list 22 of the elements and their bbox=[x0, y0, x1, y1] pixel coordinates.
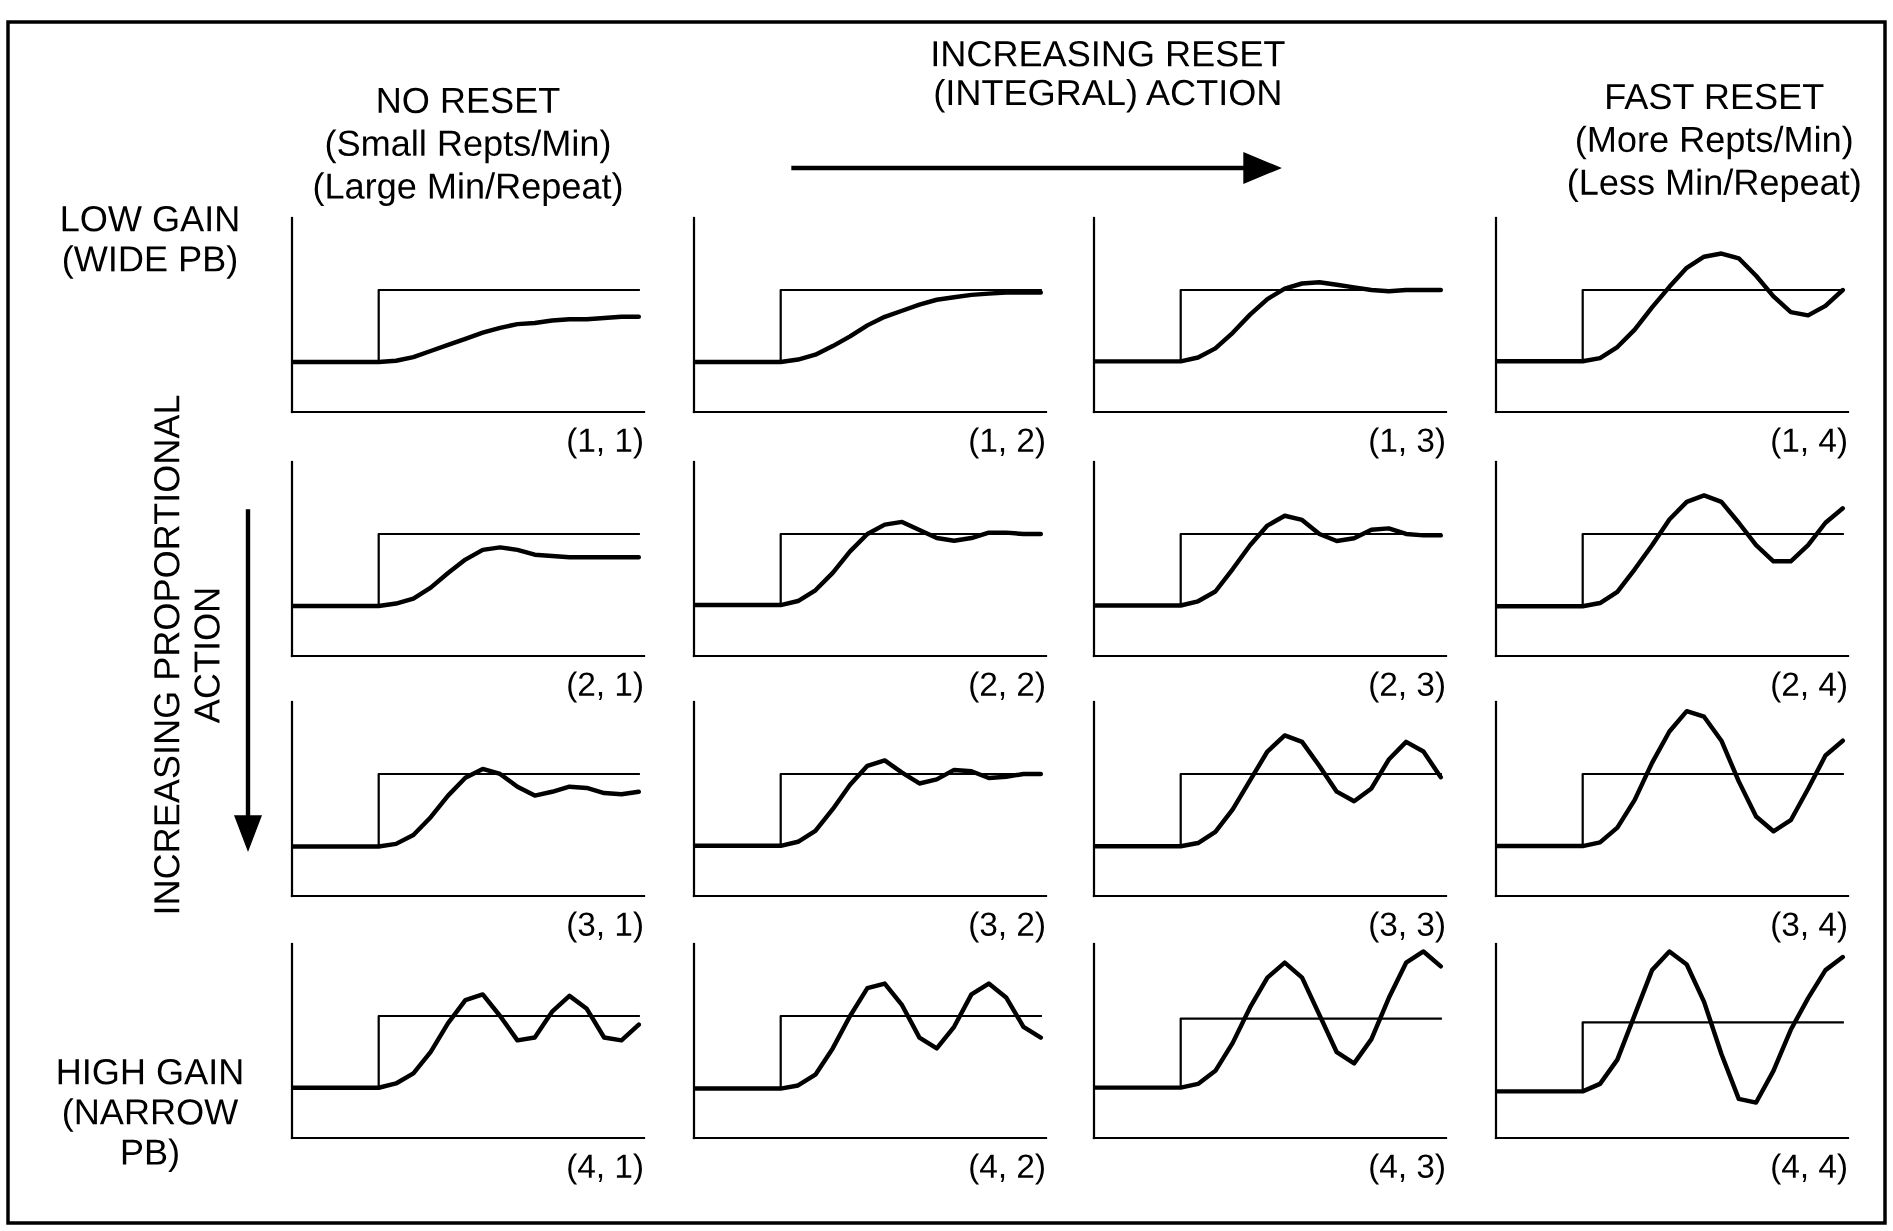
chart-title: INCREASING RESET (INTEGRAL) ACTION bbox=[933, 40, 1285, 113]
text: (2, 4) bbox=[1772, 671, 1846, 703]
text: (1, 3) bbox=[1370, 427, 1444, 459]
text: (3, 2) bbox=[970, 911, 1044, 943]
text: HIGH GAIN (NARROW PB) bbox=[58, 1058, 242, 1173]
text: (1, 1) bbox=[568, 427, 642, 459]
text: (2, 3) bbox=[1370, 671, 1444, 703]
chart-title: FAST RESET (More Repts/Min) (Less Min/Repeat) bbox=[1568, 83, 1860, 203]
text: (4, 2) bbox=[970, 1153, 1044, 1185]
text: (2, 2) bbox=[970, 671, 1044, 703]
y-axis-title: INCREASING PROPORTIONAL ACTION bbox=[154, 395, 220, 913]
text: LOW GAIN (WIDE PB) bbox=[62, 205, 238, 279]
text: (4, 4) bbox=[1772, 1153, 1846, 1185]
text: (3, 3) bbox=[1370, 911, 1444, 943]
text: (4, 1) bbox=[568, 1153, 642, 1185]
text: (1, 4) bbox=[1772, 427, 1846, 459]
text: (3, 4) bbox=[1772, 911, 1846, 943]
chart-title: NO RESET (Small Repts/Min) (Large Min/Repeat) bbox=[314, 87, 622, 206]
text: (1, 2) bbox=[970, 427, 1044, 459]
text: (2, 1) bbox=[568, 671, 642, 703]
text: (3, 1) bbox=[568, 911, 642, 943]
text: (4, 3) bbox=[1370, 1153, 1444, 1185]
